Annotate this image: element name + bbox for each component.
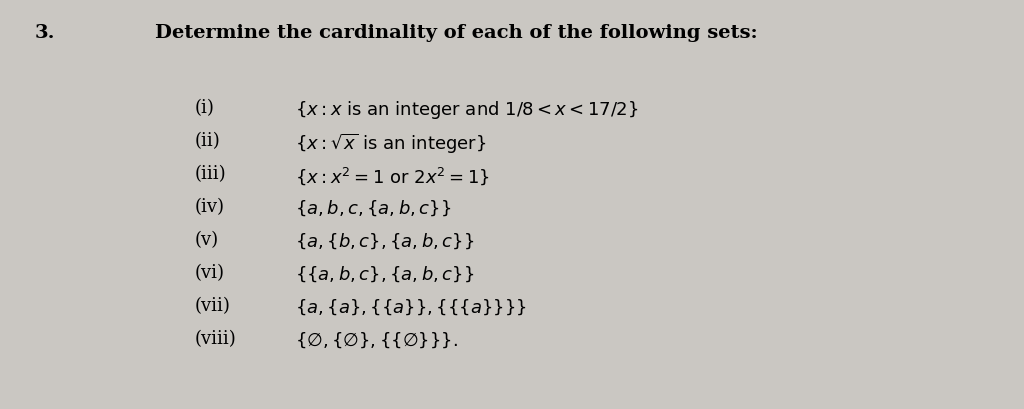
Text: $\{a, \{a\}, \{\{a\}\}, \{\{\{a\}\}\}\}$: $\{a, \{a\}, \{\{a\}\}, \{\{\{a\}\}\}\}$ (295, 297, 526, 317)
Text: (vi): (vi) (195, 264, 225, 282)
Text: (iii): (iii) (195, 165, 226, 183)
Text: $\{x : x \text{ is an integer and } 1/8 < x < 17/2\}$: $\{x : x \text{ is an integer and } 1/8 … (295, 99, 638, 121)
Text: $\{\{a, b, c\}, \{a, b, c\}\}$: $\{\{a, b, c\}, \{a, b, c\}\}$ (295, 264, 474, 283)
Text: 3.: 3. (35, 24, 55, 42)
Text: (viii): (viii) (195, 330, 237, 348)
Text: (v): (v) (195, 231, 219, 249)
Text: (ii): (ii) (195, 132, 221, 150)
Text: (i): (i) (195, 99, 215, 117)
Text: $\{x : \sqrt{x} \text{ is an integer}\}$: $\{x : \sqrt{x} \text{ is an integer}\}$ (295, 132, 486, 156)
Text: $\{a, \{b, c\}, \{a, b, c\}\}$: $\{a, \{b, c\}, \{a, b, c\}\}$ (295, 231, 474, 251)
Text: (vii): (vii) (195, 297, 230, 315)
Text: Determine the cardinality of each of the following sets:: Determine the cardinality of each of the… (155, 24, 758, 42)
Text: (iv): (iv) (195, 198, 225, 216)
Text: $\{x : x^2 = 1 \text{ or } 2x^2 = 1\}$: $\{x : x^2 = 1 \text{ or } 2x^2 = 1\}$ (295, 165, 489, 187)
Text: $\{a, b, c, \{a, b, c\}\}$: $\{a, b, c, \{a, b, c\}\}$ (295, 198, 452, 218)
Text: $\{\varnothing, \{\varnothing\}, \{\{\varnothing\}\}\}.$: $\{\varnothing, \{\varnothing\}, \{\{\va… (295, 330, 458, 350)
